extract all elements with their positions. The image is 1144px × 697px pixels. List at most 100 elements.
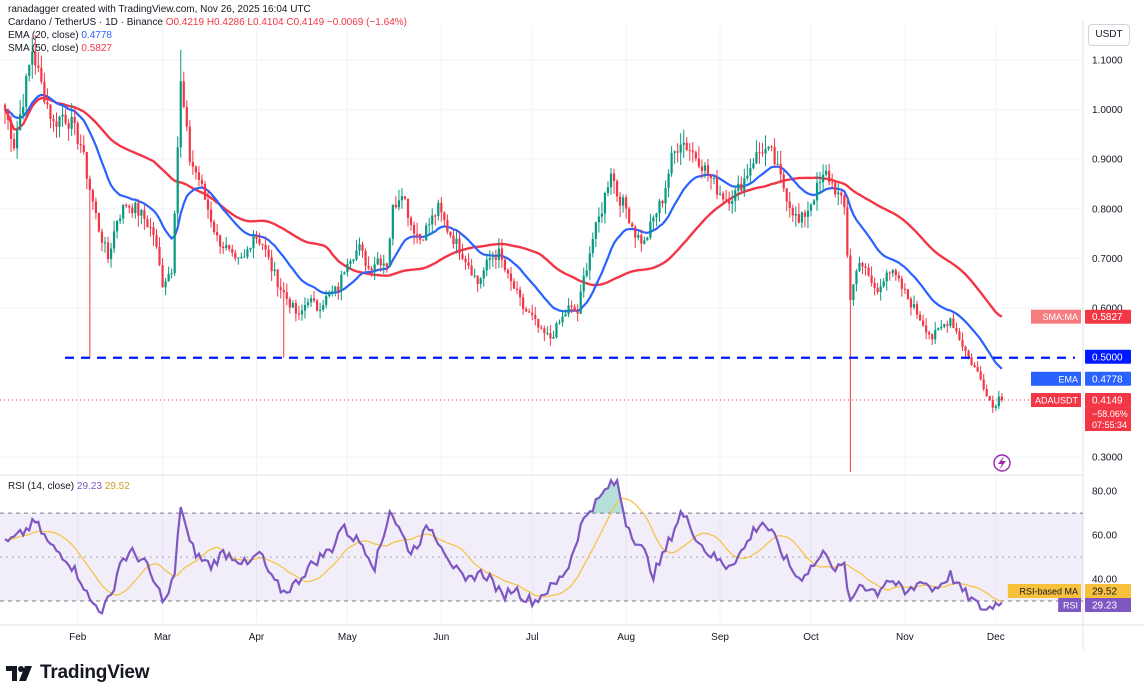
candle-body [649, 221, 652, 238]
candle-body [852, 284, 855, 300]
candle-body [288, 298, 291, 308]
candle-body [958, 331, 961, 340]
candle-body [185, 106, 188, 127]
candle-body [128, 205, 131, 208]
candle-body [722, 193, 725, 200]
month-tick-label: Aug [617, 632, 635, 643]
candle-body [328, 293, 331, 296]
candle-body [212, 221, 216, 233]
candle-body [940, 326, 943, 329]
sma-legend-label: SMA (50, close) [8, 43, 79, 54]
candle-body [740, 183, 743, 191]
candle-body [340, 274, 343, 292]
candle-body [1000, 396, 1003, 401]
candle-body [458, 238, 461, 254]
author-line: ranadagger created with TradingView.com,… [8, 4, 311, 15]
candle-body [612, 173, 616, 182]
candle-body [794, 213, 797, 216]
candle-body [912, 304, 916, 308]
candle-body [818, 182, 822, 184]
candle-body [764, 148, 767, 154]
candle-body [12, 138, 16, 149]
candle-body [409, 217, 413, 225]
candle-body [116, 220, 119, 232]
candle-body [228, 245, 231, 250]
sma-tag-label-bg [1031, 309, 1081, 324]
candle-body [70, 116, 73, 129]
candle-body [391, 204, 394, 239]
support-tag: 0.5000 [1085, 349, 1131, 364]
candle-body [88, 178, 91, 191]
tradingview-logo: TradingView [6, 662, 150, 684]
candle-body [755, 152, 758, 164]
chart-header: ranadagger created with TradingView.com,… [8, 3, 407, 55]
candle-body [673, 151, 676, 153]
candle-body [103, 242, 107, 244]
support-tag-value-bg [1085, 349, 1131, 364]
candle-body [106, 242, 110, 260]
candle-body [467, 262, 470, 266]
rsi-ma-line [4, 497, 1003, 603]
candle-body [28, 64, 31, 77]
candle-body [543, 328, 546, 334]
price-tick-label: 0.6000 [1092, 304, 1123, 315]
candle-body [40, 67, 43, 82]
candle-body [237, 257, 240, 259]
candle-body [491, 257, 494, 259]
candle-body [779, 163, 782, 175]
candle-body [82, 145, 85, 152]
candle-body [800, 212, 803, 223]
candle-body [555, 323, 558, 337]
candle-body [270, 257, 273, 272]
candle-body [240, 257, 243, 259]
price-tick-label: 1.0000 [1092, 105, 1123, 116]
symbol-line: Cardano / TetherUS · 1D · Binance O0.421… [8, 16, 407, 29]
candle-body [143, 210, 146, 220]
candle-body [628, 208, 631, 224]
candle-body [279, 287, 282, 290]
candle-body [397, 200, 400, 208]
sma-tag-label: SMA:MA [1042, 312, 1078, 322]
candle-body [676, 151, 679, 153]
candle-body [937, 328, 940, 331]
candle-body [119, 218, 122, 221]
sma-legend: SMA (50, close) 0.5827 [8, 42, 407, 55]
currency-badge[interactable]: USDT [1088, 24, 1130, 46]
month-tick-label: Jun [433, 632, 449, 643]
adausdt-extra-bg [1085, 407, 1131, 432]
candle-body [761, 152, 764, 154]
candle-body [131, 207, 134, 213]
candle-body [403, 196, 407, 199]
candle-body [164, 281, 167, 288]
candle-body [934, 330, 937, 340]
month-tick-label: Oct [803, 632, 819, 643]
candle-body [473, 275, 476, 277]
ohlc-values: O0.4219 H0.4286 L0.4104 C0.4149 −0.0069 … [165, 17, 407, 28]
lightning-icon[interactable] [993, 454, 1011, 472]
month-tick-label: May [338, 632, 357, 643]
candle-body [382, 263, 385, 266]
rsi-title-label: RSI (14, close) [8, 481, 77, 492]
candle-body [994, 406, 997, 408]
candle-body [828, 170, 831, 183]
candle-body [809, 204, 813, 211]
candle-body [928, 332, 931, 335]
candle-body [737, 183, 740, 191]
adausdt-tag-label-bg [1031, 393, 1081, 408]
candle-body [952, 318, 955, 329]
candle-body [349, 261, 352, 265]
rsi-tag-value: 29.23 [1092, 601, 1117, 612]
candle-body [358, 244, 361, 251]
candle-body [885, 272, 888, 282]
candle-body [703, 165, 707, 171]
rsi-tick-label: 60.00 [1092, 531, 1117, 542]
candle-body [376, 258, 379, 265]
adausdt-tag: ADAUSDT 0.4149 −58.06%07:55:34 [1031, 393, 1131, 432]
candle-body [337, 286, 340, 292]
candle-body [561, 316, 564, 323]
candles [3, 35, 1003, 472]
price-tick-label: 1.1000 [1092, 55, 1123, 66]
candle-body [579, 291, 582, 314]
candle-body [849, 255, 852, 300]
